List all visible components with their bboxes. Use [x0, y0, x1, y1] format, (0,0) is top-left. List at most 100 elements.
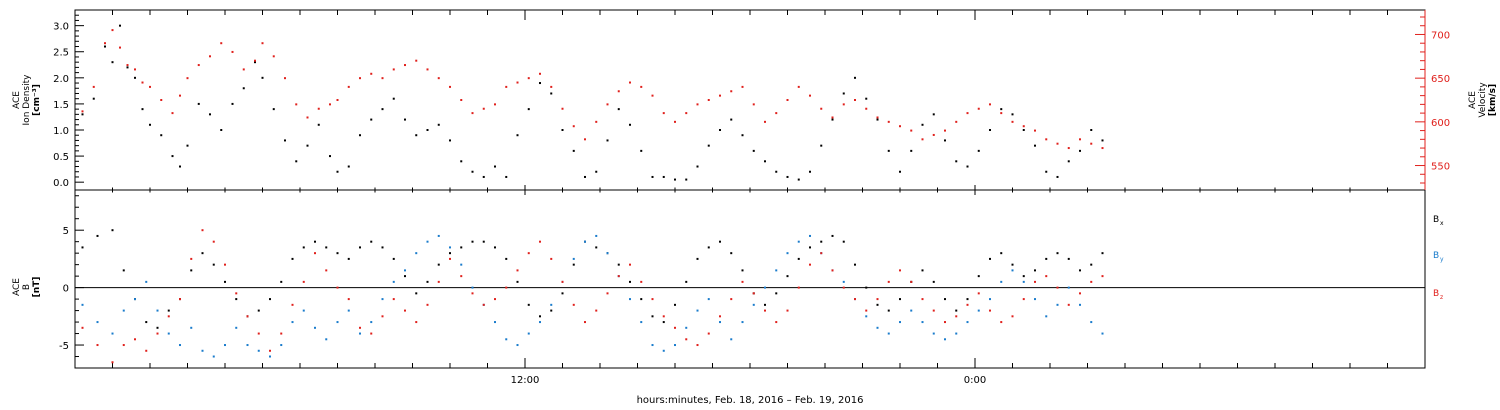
b-field-point-bx — [989, 257, 991, 260]
velocity-point — [595, 120, 598, 123]
velocity-point — [809, 94, 811, 97]
density-point — [809, 170, 811, 173]
density-point — [989, 129, 991, 131]
density-point — [437, 123, 440, 126]
b-field-point-by — [1000, 280, 1003, 283]
b-field-point-bx — [122, 269, 125, 272]
density-point — [629, 123, 631, 126]
density-point — [707, 144, 710, 147]
velocity-point — [550, 85, 553, 88]
b-field-point-bx — [280, 280, 283, 283]
velocity-point — [149, 85, 151, 88]
b-field-point-bz — [1034, 280, 1036, 283]
bottom-panel-frame — [74, 189, 1426, 369]
density-point — [966, 165, 969, 168]
density-point — [329, 155, 331, 158]
density-point — [775, 170, 778, 173]
b-field-point-by — [415, 252, 418, 255]
b-field-point-by — [640, 321, 643, 324]
b-field-point-by — [764, 286, 766, 289]
velocity-point — [104, 42, 106, 45]
b-field-point-bx — [314, 240, 316, 243]
b-field-point-by — [1022, 280, 1025, 283]
b-field-point-bz — [730, 298, 733, 301]
velocity-point — [1034, 129, 1036, 132]
b-field-point-bx — [212, 263, 215, 266]
b-field-point-by — [224, 344, 226, 347]
b-field-point-bz — [775, 321, 778, 324]
y-tick-label-left: 1.0 — [53, 126, 69, 137]
b-field-point-by — [257, 349, 260, 352]
velocity-point — [295, 103, 298, 106]
b-field-point-bz — [719, 315, 721, 318]
b-field-point-bx — [437, 263, 440, 266]
b-field-point-bz — [752, 292, 755, 295]
b-field-point-bz — [1090, 280, 1093, 283]
b-field-point-bx — [190, 269, 193, 272]
b-field-point-bz — [876, 298, 879, 301]
b-field-point-by — [471, 286, 474, 289]
density-point — [179, 165, 181, 168]
density-point — [606, 139, 609, 142]
b-field-point-by — [572, 257, 575, 260]
y-axis-label-bottom: ACE B [nT] — [12, 277, 42, 298]
density-point — [752, 149, 755, 152]
b-field-point-bz — [359, 326, 361, 329]
density-point — [820, 144, 823, 147]
y-axis-label-line: [cm⁻³] — [32, 84, 42, 116]
velocity-point — [651, 94, 654, 97]
b-field-point-bz — [1011, 315, 1014, 318]
velocity-point — [231, 50, 234, 53]
b-field-point-by — [865, 315, 868, 318]
b-field-point-bx — [685, 280, 688, 283]
y-axis-label-left: ACE Ion Density [cm⁻³] — [12, 74, 42, 126]
density-point — [171, 155, 174, 158]
b-field-point-bx — [224, 280, 226, 283]
b-field-point-bz — [797, 286, 800, 289]
density-point — [1067, 160, 1070, 163]
b-field-point-by — [404, 269, 406, 272]
density-point — [797, 178, 800, 181]
velocity-point — [561, 107, 564, 110]
b-field-point-bx — [539, 315, 541, 318]
b-field-point-bz — [392, 298, 395, 301]
b-field-point-bz — [269, 349, 271, 352]
velocity-point — [359, 77, 361, 80]
density-point — [141, 108, 144, 111]
b-field-point-bx — [96, 234, 99, 237]
b-field-point-by — [96, 321, 99, 324]
y-axis-label-line: [km/s] — [1488, 84, 1498, 116]
b-field-point-bx — [629, 280, 631, 283]
b-field-point-by — [910, 309, 913, 312]
legend-subscript: z — [1440, 294, 1443, 301]
b-field-point-bx — [876, 303, 879, 306]
b-field-point-bx — [1000, 252, 1003, 255]
b-field-point-bx — [842, 240, 845, 243]
density-point — [831, 118, 834, 121]
velocity-point — [640, 85, 643, 88]
b-field-point-bx — [392, 257, 395, 260]
b-field-point-bz — [81, 326, 84, 329]
b-field-point-bz — [674, 326, 676, 329]
b-field-point-by — [809, 234, 811, 237]
b-field-point-bx — [764, 303, 766, 306]
density-point — [1011, 113, 1014, 116]
b-field-point-bx — [944, 298, 946, 301]
velocity-point — [119, 46, 121, 49]
y-tick-label-left: 2.0 — [53, 74, 69, 85]
velocity-point — [797, 85, 800, 88]
y-axis-label-line: [nT] — [32, 277, 42, 298]
velocity-point — [81, 110, 84, 113]
b-field-point-bx — [707, 246, 710, 249]
b-field-point-by — [719, 321, 721, 324]
velocity-point — [209, 55, 211, 58]
velocity-point — [989, 103, 991, 106]
y-tick-label-bottom: -5 — [59, 341, 69, 352]
b-field-point-by — [246, 344, 249, 347]
density-point — [317, 123, 320, 126]
b-field-point-bx — [887, 309, 890, 312]
velocity-point — [1090, 142, 1093, 145]
velocity-point — [197, 64, 200, 67]
b-field-point-bz — [989, 309, 991, 312]
density-point — [471, 170, 474, 173]
